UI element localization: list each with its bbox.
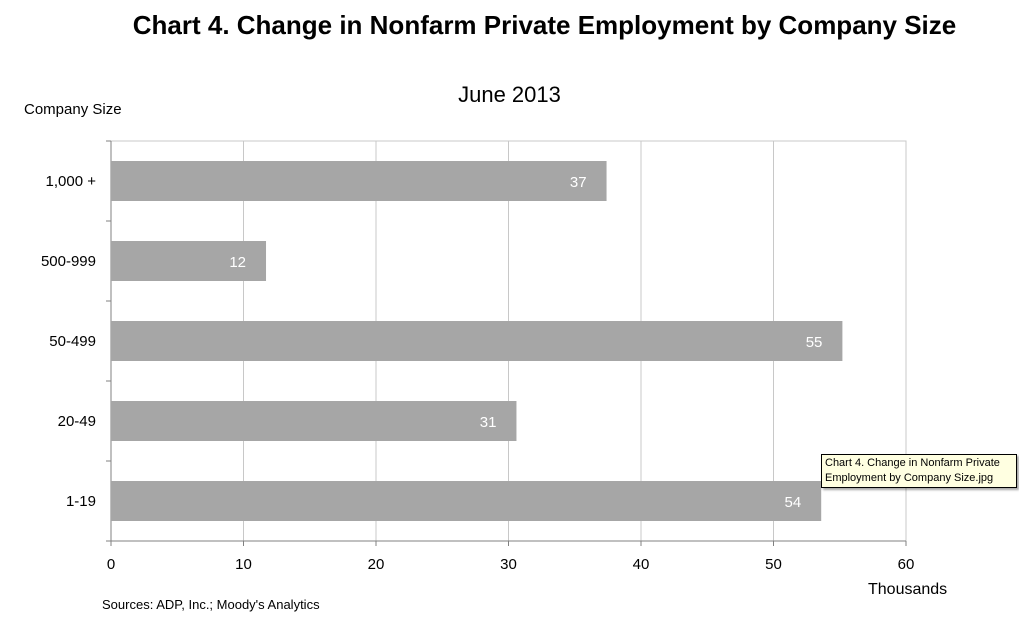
bar (111, 241, 267, 281)
data-label: 54 (785, 494, 802, 511)
category-label: 1,000 + (46, 173, 97, 190)
source-note: Sources: ADP, Inc.; Moody's Analytics (102, 597, 320, 612)
bar (111, 481, 822, 521)
x-tick-label: 40 (633, 556, 650, 573)
bar (111, 321, 843, 361)
y-axis-label: Company Size (24, 101, 122, 118)
data-label: 37 (570, 174, 587, 191)
bar (111, 161, 607, 201)
file-tooltip: Chart 4. Change in Nonfarm Private Emplo… (821, 454, 1017, 488)
page-title: Chart 4. Change in Nonfarm Private Emplo… (132, 10, 957, 40)
category-label: 50-499 (49, 333, 96, 350)
x-tick-label: 30 (500, 556, 517, 573)
x-tick-label: 20 (368, 556, 385, 573)
category-label: 500-999 (41, 253, 96, 270)
category-label: 1-19 (66, 493, 96, 510)
x-tick-label: 60 (898, 556, 915, 573)
data-label: 31 (480, 414, 497, 431)
x-tick-label: 50 (765, 556, 782, 573)
x-axis-label: Thousands (868, 581, 948, 598)
x-tick-label: 0 (107, 556, 115, 573)
chart-subtitle: June 2013 (458, 82, 561, 107)
data-label: 55 (806, 334, 823, 351)
data-label: 12 (229, 254, 246, 271)
bar (111, 401, 517, 441)
x-tick-label: 10 (235, 556, 252, 573)
category-label: 20-49 (58, 413, 96, 430)
